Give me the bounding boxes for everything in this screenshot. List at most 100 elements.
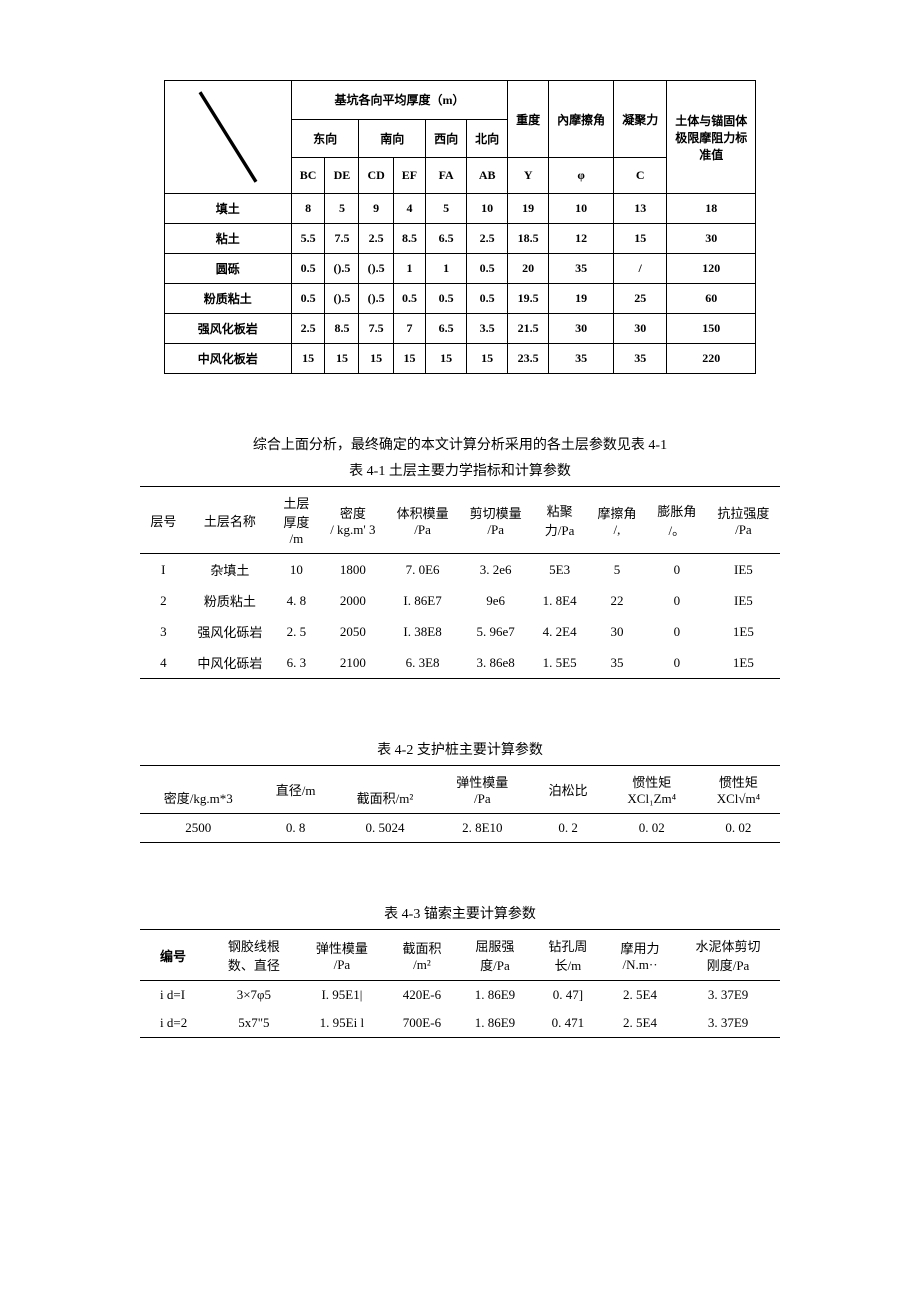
cell: 7 [393,314,425,344]
cell: 3. 37E9 [676,1009,780,1038]
col-north: 北向 [467,119,508,158]
cell: 15 [467,344,508,374]
cell: 5. 96e7 [459,616,532,647]
table-4-1-title: 表 4-1 土层主要力学指标和计算参数 [60,460,860,480]
table-4-3-title: 表 4-3 锚索主要计算参数 [60,903,860,923]
t1-c9: 膨胀角 /。 [647,487,707,554]
table-4-1-section: 综合上面分析，最终确定的本文计算分析采用的各土层参数见表 4-1 表 4-1 土… [60,434,860,679]
table-row: I杂填土1018007. 0E63. 2e65E350IE5 [140,554,780,586]
col-anchor: 土体与锚固体 极限摩阻力标 准值 [667,81,756,194]
cell: 0 [647,585,707,616]
t3-c5: 屈服强 度/Pa [458,930,532,981]
cell: 30 [587,616,647,647]
diagonal-header [164,81,291,194]
t1-c1: 层号 [140,487,187,554]
cell: 0.5 [291,254,325,284]
cell: 2000 [320,585,386,616]
col-y: Y [508,158,549,194]
cell: 10 [549,194,614,224]
cell: ().5 [325,254,359,284]
cell: 1E5 [707,616,780,647]
cell: 7.5 [325,224,359,254]
col-east: 东向 [291,119,359,158]
cell: 12 [549,224,614,254]
cell: 0.5 [426,284,467,314]
t2-c6: 惯性矩 XCl₁Zm⁴ [607,766,697,814]
col-fa: FA [426,158,467,194]
cell: 15 [291,344,325,374]
cell: 2. 5E4 [604,1009,676,1038]
cell: IE5 [707,554,780,586]
cell: 6.5 [426,224,467,254]
cell: 700E-6 [386,1009,458,1038]
table-soil-thickness: 基坑各向平均厚度（m） 重度 內摩擦角 凝聚力 土体与锚固体 极限摩阻力标 准值… [164,80,756,374]
t3-c8: 水泥体剪切 刚度/Pa [676,930,780,981]
cell: 3.5 [467,314,508,344]
col-weight: 重度 [508,81,549,158]
cell: 3. 37E9 [676,981,780,1010]
table-row: 3强风化砾岩2. 52050I. 38E85. 96e74. 2E43001E5 [140,616,780,647]
col-bc: BC [291,158,325,194]
cell: 18 [667,194,756,224]
cell: IE5 [707,585,780,616]
cell: I. 38E8 [386,616,459,647]
cell: 中风化板岩 [164,344,291,374]
cell: 2050 [320,616,386,647]
cell: 1. 5E5 [532,647,587,679]
cell: 2100 [320,647,386,679]
cell: 0.5 [467,284,508,314]
col-ef: EF [393,158,425,194]
cell: 60 [667,284,756,314]
cell: 中风化砾岩 [187,647,273,679]
table-row: 粘土5.57.52.58.56.52.518.5121530 [164,224,755,254]
cell: 8.5 [325,314,359,344]
cell: 0.5 [291,284,325,314]
table-row: 强风化板岩2.58.57.576.53.521.53030150 [164,314,755,344]
cell: i d=I [140,981,210,1010]
table-row: 4中风化砾岩6. 321006. 3E83. 86e81. 5E53501E5 [140,647,780,679]
cell: 10 [273,554,320,586]
cell: 13 [614,194,667,224]
cell: 6. 3E8 [386,647,459,679]
cell: 5.5 [291,224,325,254]
col-ab: AB [467,158,508,194]
col-south: 南向 [359,119,426,158]
table-4-2-section: 表 4-2 支护桩主要计算参数 密度/kg.m*3 直径/m 截面积/m² 弹性… [60,739,860,843]
cell: 19.5 [508,284,549,314]
cell: 粉质粘土 [164,284,291,314]
cell: 8.5 [393,224,425,254]
cell: 15 [359,344,393,374]
cell: 0. 47] [532,981,604,1010]
cell: 15 [426,344,467,374]
cell: 4. 2E4 [532,616,587,647]
t1-c2: 土层名称 [187,487,273,554]
cell: 1. 8E4 [532,585,587,616]
cell: 1800 [320,554,386,586]
cell: ().5 [325,284,359,314]
cell: 35 [549,344,614,374]
cell: 杂填土 [187,554,273,586]
col-de: DE [325,158,359,194]
t3-c2: 钢胶线根 数、直径 [210,930,298,981]
cell: 填土 [164,194,291,224]
cell: 120 [667,254,756,284]
t2-c2: 直径/m [257,766,335,814]
t3-c3: 弹性模量 /Pa [298,930,386,981]
cell: 6. 3 [273,647,320,679]
col-west: 西向 [426,119,467,158]
cell: 3. 86e8 [459,647,532,679]
col-c: C [614,158,667,194]
cell: 19 [508,194,549,224]
cell: 150 [667,314,756,344]
table-4-2: 密度/kg.m*3 直径/m 截面积/m² 弹性模量 /Pa 泊松比 [140,765,780,843]
t3-c4: 截面积 /m² [386,930,458,981]
cell: 7.5 [359,314,393,344]
cell: 0.5 [393,284,425,314]
col-thickness: 基坑各向平均厚度（m） [291,81,507,120]
cell: 35 [549,254,614,284]
table-0-section: 基坑各向平均厚度（m） 重度 內摩擦角 凝聚力 土体与锚固体 极限摩阻力标 准值… [60,80,860,374]
cell: ().5 [359,254,393,284]
cell: 强风化板岩 [164,314,291,344]
t2-c1: 密度/kg.m*3 [140,766,257,814]
t2-c4: 弹性模量 /Pa [435,766,529,814]
